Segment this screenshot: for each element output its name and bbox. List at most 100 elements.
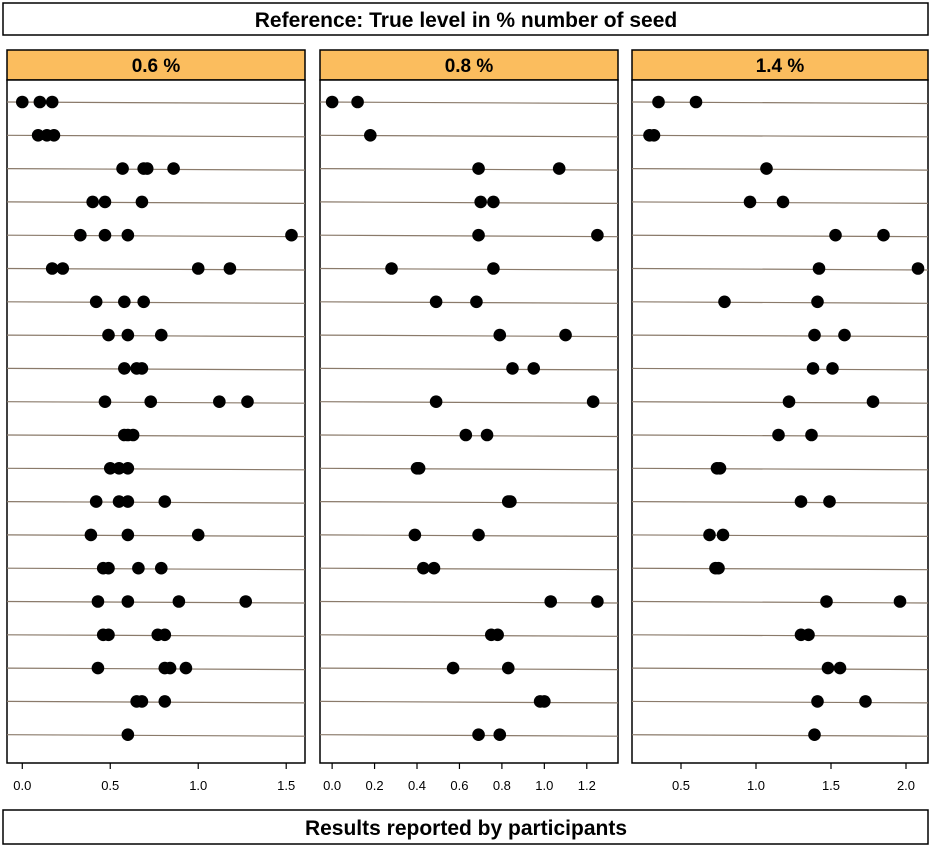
row-line	[6, 501, 306, 504]
data-point	[56, 262, 70, 275]
data-point	[98, 228, 112, 242]
data-point	[45, 262, 59, 275]
data-point	[504, 495, 517, 508]
x-tick-label: 0.5	[672, 778, 690, 793]
row-line	[319, 234, 619, 238]
data-point	[470, 295, 483, 309]
x-tick-label: 0.5	[101, 778, 119, 793]
data-point	[213, 395, 226, 409]
data-point	[429, 295, 443, 309]
data-point	[135, 195, 149, 209]
strip-label: 0.8 %	[445, 56, 494, 77]
row-line	[631, 734, 929, 737]
panel-3: 1.4 % 0.5 1.0 1.5 2.0	[631, 49, 929, 793]
row-line	[319, 367, 619, 371]
row-line	[631, 634, 929, 637]
x-tick-label: 1.0	[747, 778, 765, 793]
data-point	[838, 328, 851, 342]
data-point	[446, 661, 460, 675]
panels: 0.6 % 0.0 0.5 1.0 1.5 0.8 % 0.0 0.2 0.4 0.6 0.8 1.0…	[6, 49, 929, 793]
row-line	[631, 501, 929, 504]
row-line	[631, 301, 929, 304]
row-line	[6, 367, 306, 371]
row-line	[319, 467, 619, 471]
data-point	[112, 495, 126, 508]
data-point	[487, 195, 500, 209]
data-point	[760, 162, 773, 175]
data-point	[86, 195, 99, 209]
data-point	[191, 528, 205, 542]
data-point	[806, 362, 820, 375]
row-line	[319, 301, 619, 304]
data-point	[179, 661, 193, 675]
row-line	[631, 600, 929, 604]
row-line	[319, 600, 619, 604]
x-tick-label: 1.5	[277, 778, 295, 793]
data-point	[15, 95, 29, 109]
panel-2: 0.8 % 0.0 0.2 0.4 0.6 0.8 1.0 1.2	[319, 49, 619, 793]
row-line	[319, 501, 619, 504]
data-point	[480, 428, 494, 442]
data-point	[112, 462, 126, 475]
data-point	[223, 262, 237, 275]
data-point	[811, 295, 824, 309]
data-point	[135, 362, 149, 375]
data-point	[501, 661, 515, 675]
data-point	[158, 695, 172, 708]
row-line	[631, 334, 929, 338]
row-line	[6, 201, 306, 204]
data-point	[241, 395, 254, 409]
data-point	[911, 262, 925, 275]
data-point	[472, 528, 485, 542]
data-point	[472, 728, 485, 741]
row-line	[631, 367, 929, 371]
data-point	[172, 595, 186, 608]
x-tick-label: 1.2	[578, 778, 596, 793]
row-line	[6, 467, 306, 471]
data-point	[45, 95, 59, 109]
x-tick-label: 0.0	[13, 778, 31, 793]
data-point	[782, 395, 796, 409]
data-point	[144, 395, 158, 409]
strip-label: 0.6 %	[132, 56, 181, 77]
data-point	[102, 628, 115, 642]
data-point	[154, 561, 168, 575]
data-point	[712, 561, 725, 575]
data-point	[893, 595, 907, 608]
data-point	[89, 495, 103, 508]
data-point	[459, 428, 473, 442]
data-point	[33, 95, 47, 109]
x-tick-label: 1.5	[822, 778, 840, 793]
data-point	[487, 262, 500, 275]
data-point	[474, 195, 487, 209]
row-line	[631, 534, 929, 538]
data-point	[91, 595, 105, 608]
data-point	[829, 228, 842, 242]
x-tick-label: 0.0	[323, 778, 341, 793]
row-line	[319, 634, 619, 637]
data-point	[808, 328, 821, 342]
data-point	[652, 95, 665, 109]
data-point	[586, 395, 600, 409]
strip-label: 1.4 %	[756, 56, 805, 77]
row-line	[319, 267, 619, 271]
row-line	[6, 700, 306, 704]
data-point	[121, 328, 135, 342]
row-line	[319, 168, 619, 171]
data-point	[713, 462, 727, 475]
data-point	[544, 595, 558, 608]
data-point	[84, 528, 98, 542]
data-point	[833, 661, 847, 675]
data-point	[776, 195, 790, 209]
data-point	[140, 162, 154, 175]
data-point	[121, 495, 135, 508]
data-point	[154, 328, 168, 342]
data-point	[47, 129, 61, 142]
row-line	[6, 534, 306, 538]
data-point	[493, 728, 507, 741]
row-line	[319, 700, 619, 704]
data-point	[506, 362, 519, 375]
data-point	[239, 595, 253, 608]
panel-frame	[631, 79, 929, 764]
